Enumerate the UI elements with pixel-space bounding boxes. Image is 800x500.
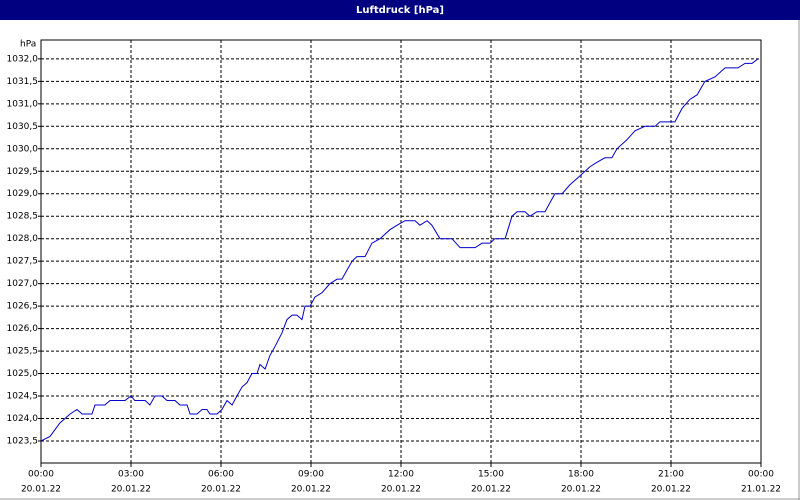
y-tick-label: 1025,0 [7, 369, 39, 379]
x-tick-label: 03:00 [118, 470, 144, 480]
y-tick-label: 1026,0 [7, 324, 39, 334]
y-tick-label: 1030,5 [7, 122, 39, 132]
y-tick-label: 1025,5 [7, 347, 39, 357]
y-axis-label: hPa [20, 40, 36, 50]
x-tick-date: 20.01.22 [291, 485, 331, 495]
x-tick-label: 09:00 [298, 470, 324, 480]
x-tick-label: 18:00 [568, 470, 594, 480]
y-tick-label: 1023,5 [7, 436, 39, 446]
x-tick-label: 15:00 [478, 470, 504, 480]
title-bar [0, 0, 800, 20]
y-tick-label: 1029,0 [7, 189, 39, 199]
y-tick-label: 1031,5 [7, 77, 39, 87]
chart-title: Luftdruck [hPa] [356, 5, 444, 16]
y-tick-label: 1027,0 [7, 279, 39, 289]
x-tick-label: 00:00 [28, 470, 54, 480]
y-tick-label: 1030,0 [7, 144, 39, 154]
y-tick-label: 1029,5 [7, 167, 39, 177]
x-tick-date: 20.01.22 [381, 485, 421, 495]
x-tick-label: 06:00 [208, 470, 234, 480]
y-tick-label: 1028,0 [7, 234, 39, 244]
x-tick-date: 20.01.22 [201, 485, 241, 495]
y-tick-label: 1032,0 [7, 54, 39, 64]
y-tick-label: 1028,5 [7, 212, 39, 222]
y-tick-label: 1024,0 [7, 414, 39, 424]
x-tick-date: 20.01.22 [561, 485, 601, 495]
y-tick-label: 1031,0 [7, 99, 39, 109]
y-tick-label: 1027,5 [7, 257, 39, 267]
data-line [40, 58, 759, 442]
x-tick-date: 21.01.22 [741, 485, 781, 495]
x-tick-label: 00:00 [748, 470, 774, 480]
x-tick-date: 20.01.22 [111, 485, 151, 495]
y-tick-label: 1024,5 [7, 392, 39, 402]
x-tick-label: 21:00 [658, 470, 684, 480]
x-tick-date: 20.01.22 [651, 485, 691, 495]
plot-border [40, 39, 762, 464]
x-tick-date: 20.01.22 [21, 485, 61, 495]
y-tick-label: 1026,5 [7, 302, 39, 312]
x-tick-date: 20.01.22 [471, 485, 511, 495]
x-tick-label: 12:00 [388, 470, 414, 480]
